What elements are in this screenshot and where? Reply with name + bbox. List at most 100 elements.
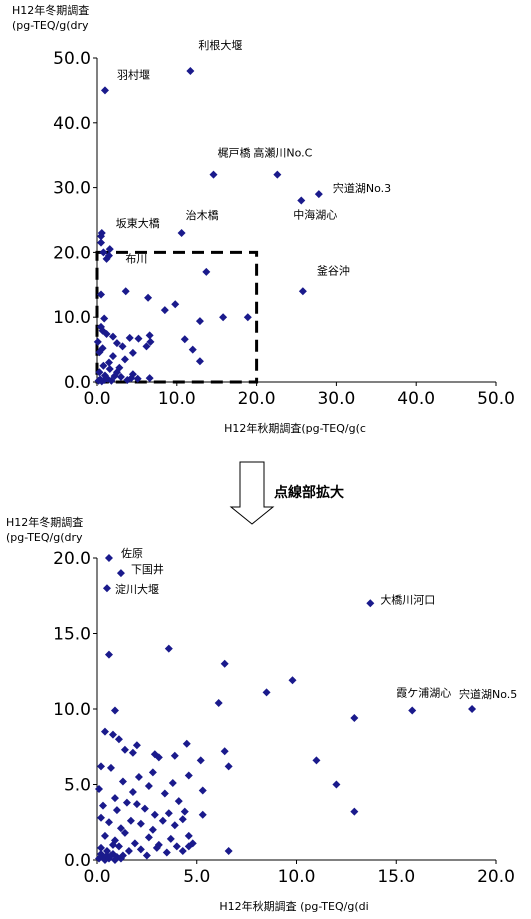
data-point — [96, 238, 105, 247]
x-tick-label: 20.0 — [238, 389, 276, 409]
y-tick-label: 40.0 — [53, 114, 91, 134]
data-point — [105, 245, 114, 254]
data-point — [350, 714, 359, 723]
point-label: 宍道湖No.3 — [333, 181, 391, 195]
y-tick-label: 0.0 — [64, 851, 91, 871]
data-point — [104, 818, 113, 827]
data-point — [158, 816, 167, 825]
data-point — [182, 739, 191, 748]
data-point — [144, 833, 153, 842]
data-point — [104, 650, 113, 659]
scatter-chart-full: H12年冬期調査 (pg-TEQ/g(dry 0.0 10.0 20.0 30.0 40.0… — [12, 3, 515, 435]
labeled-data-point — [273, 170, 282, 179]
data-point — [102, 330, 111, 339]
data-point — [105, 365, 114, 374]
labeled-data-point — [468, 705, 477, 713]
data-point — [132, 741, 141, 750]
x-axis-label: H12年秋期調査 (pg-TEQ/g(di — [219, 899, 368, 913]
data-point — [332, 780, 341, 789]
data-point — [118, 342, 127, 351]
data-point — [148, 768, 157, 777]
data-point — [99, 361, 108, 370]
data-point — [114, 735, 123, 744]
data-point — [243, 313, 252, 322]
y-tick-label: 10.0 — [53, 700, 91, 720]
data-point — [106, 763, 115, 772]
data-point — [178, 846, 187, 855]
labeled-data-point — [97, 228, 106, 237]
data-point — [145, 374, 154, 383]
data-point — [196, 756, 205, 765]
data-point — [110, 794, 119, 803]
data-point — [121, 287, 130, 296]
data-point — [145, 331, 154, 340]
y-axis-label: H12年冬期調査 — [12, 3, 89, 17]
x-tick-label: 10.0 — [158, 389, 196, 409]
y-axis-label: (pg-TEQ/g(dry — [6, 531, 83, 544]
x-tick-label: 30.0 — [317, 389, 355, 409]
data-point — [224, 846, 233, 855]
data-point — [94, 785, 103, 794]
data-point — [134, 772, 143, 781]
data-point — [93, 337, 102, 346]
labeled-data-point — [314, 190, 323, 199]
data-point — [122, 798, 131, 807]
data-point — [170, 821, 179, 830]
data-point — [100, 314, 109, 323]
data-point — [188, 839, 197, 848]
y-tick-label: 0.0 — [64, 373, 91, 393]
data-point — [130, 839, 139, 848]
point-label: 宍道湖No.5 — [459, 687, 517, 701]
x-tick-label: 0.0 — [83, 867, 110, 887]
labeled-data-point — [209, 170, 218, 179]
point-label: 大橋川河口 — [380, 592, 435, 606]
data-point — [140, 804, 149, 813]
y-tick-label: 5.0 — [64, 776, 91, 796]
data-point — [98, 801, 107, 810]
point-label: 下国井 — [131, 562, 164, 576]
data-point — [288, 676, 297, 685]
labeled-data-point — [104, 554, 113, 562]
data-point — [108, 840, 117, 849]
y-tick-label: 50.0 — [53, 49, 91, 69]
data-point — [102, 851, 111, 860]
data-point — [120, 745, 129, 754]
data-point — [114, 842, 123, 851]
x-tick-label: 0.0 — [83, 389, 110, 409]
data-point — [116, 372, 125, 381]
data-point — [146, 337, 155, 346]
data-point — [102, 846, 111, 855]
data-point — [195, 357, 204, 366]
data-point — [150, 810, 159, 819]
data-point — [108, 332, 117, 341]
x-axis-label: H12年秋期調査(pg-TEQ/g(c — [224, 421, 366, 435]
point-label: 佐原 — [121, 546, 143, 560]
data-point — [166, 834, 175, 843]
labeled-data-point — [298, 287, 307, 296]
data-point — [160, 306, 169, 315]
data-point — [224, 762, 233, 771]
labeled-data-point — [100, 86, 109, 95]
data-point — [96, 813, 105, 822]
zoom-region-box — [95, 250, 259, 384]
data-point — [128, 788, 137, 797]
data-point — [312, 756, 321, 765]
data-point — [202, 267, 211, 276]
data-point — [133, 374, 142, 383]
point-label: 坂東大橋 — [116, 216, 160, 230]
y-tick-label: 10.0 — [53, 308, 91, 328]
data-point — [350, 807, 359, 816]
point-label: 淀川大堰 — [115, 582, 159, 596]
data-point — [144, 293, 153, 302]
y-tick-label: 30.0 — [53, 179, 91, 199]
labeled-data-point — [102, 584, 111, 593]
data-point — [126, 816, 135, 825]
data-point — [160, 789, 169, 798]
data-point — [120, 828, 129, 837]
data-point — [142, 342, 151, 351]
data-point — [220, 747, 229, 756]
point-label: 布川 — [125, 252, 147, 265]
x-tick-label: 15.0 — [377, 867, 415, 887]
data-point — [172, 842, 181, 851]
point-label: 治木橋 — [186, 208, 219, 222]
